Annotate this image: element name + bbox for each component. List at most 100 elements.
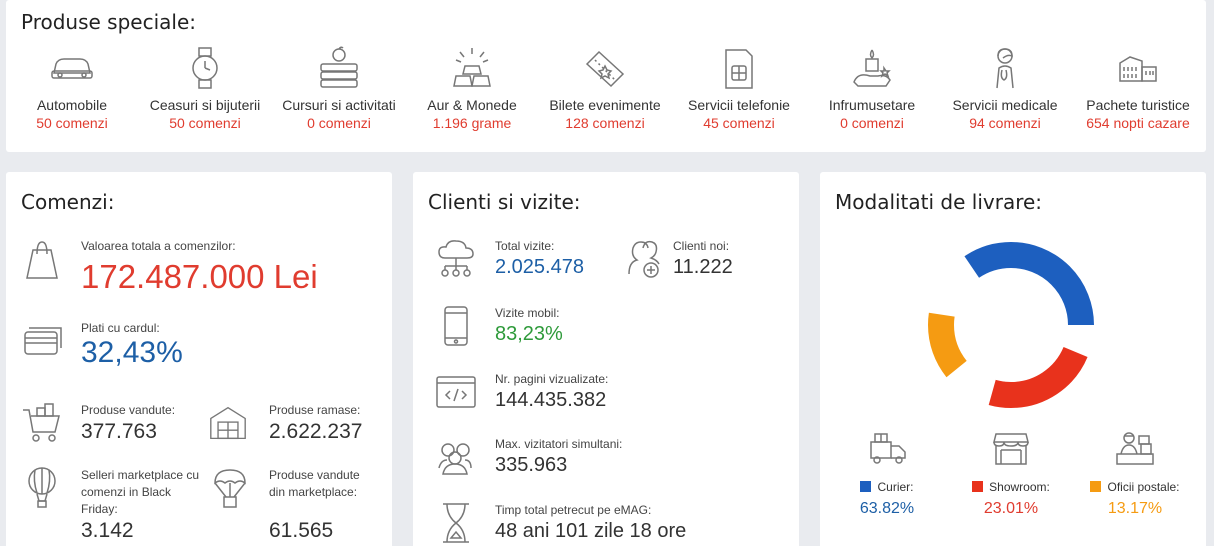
orders-title: Comenzi: <box>21 190 115 214</box>
product-name: Infrumusetare <box>828 97 916 113</box>
stat-marketplace: Produse vandute din marketplace: 61.565 <box>209 467 389 546</box>
product-count: 0 comenzi <box>307 115 371 131</box>
product-tickets[interactable]: Bilete evenimente 128 comenzi <box>535 44 675 131</box>
legend-value: 13.17% <box>1107 500 1163 517</box>
car-icon <box>51 58 93 79</box>
stat-mobile-visits: Vizite mobil: 83,23% <box>435 305 795 355</box>
stat-sellers: Selleri marketplace cu comenzi in Black … <box>21 467 206 546</box>
stat-value: 83,23% <box>495 323 563 345</box>
stat-total-visits: Total vizite: 2.025.478 <box>435 238 615 288</box>
product-travel[interactable]: Pachete turistice 654 nopti cazare <box>1068 44 1208 131</box>
stat-value: 172.487.000 Lei <box>81 258 318 295</box>
slice-oficii <box>928 242 1094 408</box>
delivery-donut-chart <box>928 242 1094 408</box>
delivery-card: Modalitati de livrare: Curier: 63.82% Sh… <box>820 172 1206 546</box>
stat-value: 144.435.382 <box>495 389 607 411</box>
stat-pages-viewed: Nr. pagini vizualizate: 144.435.382 <box>435 371 795 421</box>
product-name: Ceasuri si bijuterii <box>149 97 261 113</box>
product-automobile[interactable]: Automobile 50 comenzi <box>2 44 142 131</box>
product-count: 94 comenzi <box>969 115 1041 131</box>
legend-swatch <box>1090 481 1102 492</box>
orders-card: Comenzi: Valoarea totala a comenzilor: 1… <box>6 172 392 546</box>
shopping-bag-icon <box>26 241 58 279</box>
stat-label: Timp total petrecut pe eMAG: <box>495 503 652 517</box>
product-count: 50 comenzi <box>36 115 108 131</box>
stat-label: Vizite mobil: <box>495 306 560 320</box>
stat-total-time: Timp total petrecut pe eMAG: 48 ani 101 … <box>435 502 795 546</box>
stat-card-payments: Plati cu cardul: 32,43% <box>21 320 381 380</box>
product-count: 128 comenzi <box>565 115 645 131</box>
stat-new-clients: Clienti noi: 11.222 <box>623 238 793 288</box>
medical-icon <box>996 48 1014 89</box>
add-user-icon <box>628 240 660 278</box>
product-telephony[interactable]: Servicii telefonie 45 comenzi <box>669 44 809 131</box>
product-watches[interactable]: Ceasuri si bijuterii 50 comenzi <box>135 44 275 131</box>
product-name: Pachete turistice <box>1086 97 1190 113</box>
code-window-icon <box>436 376 476 408</box>
legend-label: Curier: <box>877 480 914 494</box>
stat-label: Produse vandute: <box>81 403 176 417</box>
product-name: Aur & Monede <box>427 97 517 113</box>
product-name: Servicii telefonie <box>688 97 790 113</box>
legend-curier: Curier: 63.82% <box>827 430 947 518</box>
books-icon <box>320 46 358 88</box>
stat-value: 11.222 <box>673 256 733 278</box>
stat-products-sold: Produse vandute: 377.763 <box>21 402 201 452</box>
product-count: 45 comenzi <box>703 115 775 131</box>
slice-showroom <box>928 242 1094 408</box>
stat-products-left: Produse ramase: 2.622.237 <box>209 402 389 452</box>
product-name: Automobile <box>36 97 108 113</box>
legend-oficii: Oficii postale: 13.17% <box>1075 430 1195 518</box>
legend-swatch <box>972 481 984 492</box>
post-office-icon <box>1116 432 1154 465</box>
product-courses[interactable]: Cursuri si activitati 0 comenzi <box>269 44 409 131</box>
product-medical[interactable]: Servicii medicale 94 comenzi <box>935 44 1075 131</box>
stat-value: 377.763 <box>81 420 157 443</box>
hotel-icon <box>1119 56 1157 82</box>
warehouse-icon <box>210 406 246 440</box>
stat-label: Total vizite: <box>495 239 555 253</box>
special-products-card: Produse speciale: Automobile 50 comenzi … <box>6 0 1206 152</box>
stat-value: 335.963 <box>495 454 568 476</box>
stat-label: Clienti noi: <box>673 239 730 253</box>
hourglass-icon <box>443 503 469 543</box>
stat-value: 61.565 <box>269 519 334 542</box>
product-name: Servicii medicale <box>952 97 1058 113</box>
stat-max-visitors: Max. vizitatori simultani: 335.963 <box>435 436 795 486</box>
credit-card-icon <box>24 327 62 355</box>
product-count: 654 nopti cazare <box>1086 115 1190 131</box>
cloud-network-icon <box>438 240 474 277</box>
sim-card-icon <box>725 49 753 89</box>
clients-card: Clienti si vizite: Total vizite: 2.025.4… <box>413 172 799 546</box>
delivery-title: Modalitati de livrare: <box>835 190 1043 214</box>
clients-title: Clienti si vizite: <box>428 190 581 214</box>
delivery-truck-icon <box>870 433 906 464</box>
gold-bars-icon <box>453 48 491 87</box>
smartphone-icon <box>444 306 468 346</box>
stat-label: Produse vandute din marketplace: <box>269 468 360 499</box>
stat-value: 2.025.478 <box>495 256 584 278</box>
product-gold[interactable]: Aur & Monede 1.196 grame <box>402 44 542 131</box>
product-beauty[interactable]: Infrumusetare 0 comenzi <box>802 44 942 131</box>
product-name: Bilete evenimente <box>549 97 661 113</box>
legend-swatch <box>860 481 872 492</box>
legend-label: Showroom: <box>989 480 1050 494</box>
stat-label: Produse ramase: <box>269 403 361 417</box>
watch-icon <box>192 47 218 89</box>
ticket-icon <box>585 50 625 88</box>
cart-icon <box>23 403 60 442</box>
stat-value: 2.622.237 <box>269 420 363 443</box>
store-icon <box>993 433 1029 465</box>
legend-value: 23.01% <box>983 500 1039 517</box>
stat-label: Selleri marketplace cu comenzi in Black … <box>81 468 200 516</box>
product-count: 1.196 grame <box>432 115 512 131</box>
product-count: 50 comenzi <box>169 115 241 131</box>
spa-icon <box>853 49 891 87</box>
stat-label: Max. vizitatori simultani: <box>495 437 623 451</box>
parachute-box-icon <box>214 469 246 508</box>
stat-label: Plati cu cardul: <box>81 321 160 335</box>
stat-value: 48 ani 101 zile 18 ore <box>495 520 687 542</box>
stat-label: Valoarea totala a comenzilor: <box>81 239 236 253</box>
product-count: 0 comenzi <box>840 115 904 131</box>
stat-value: 3.142 <box>81 519 134 542</box>
